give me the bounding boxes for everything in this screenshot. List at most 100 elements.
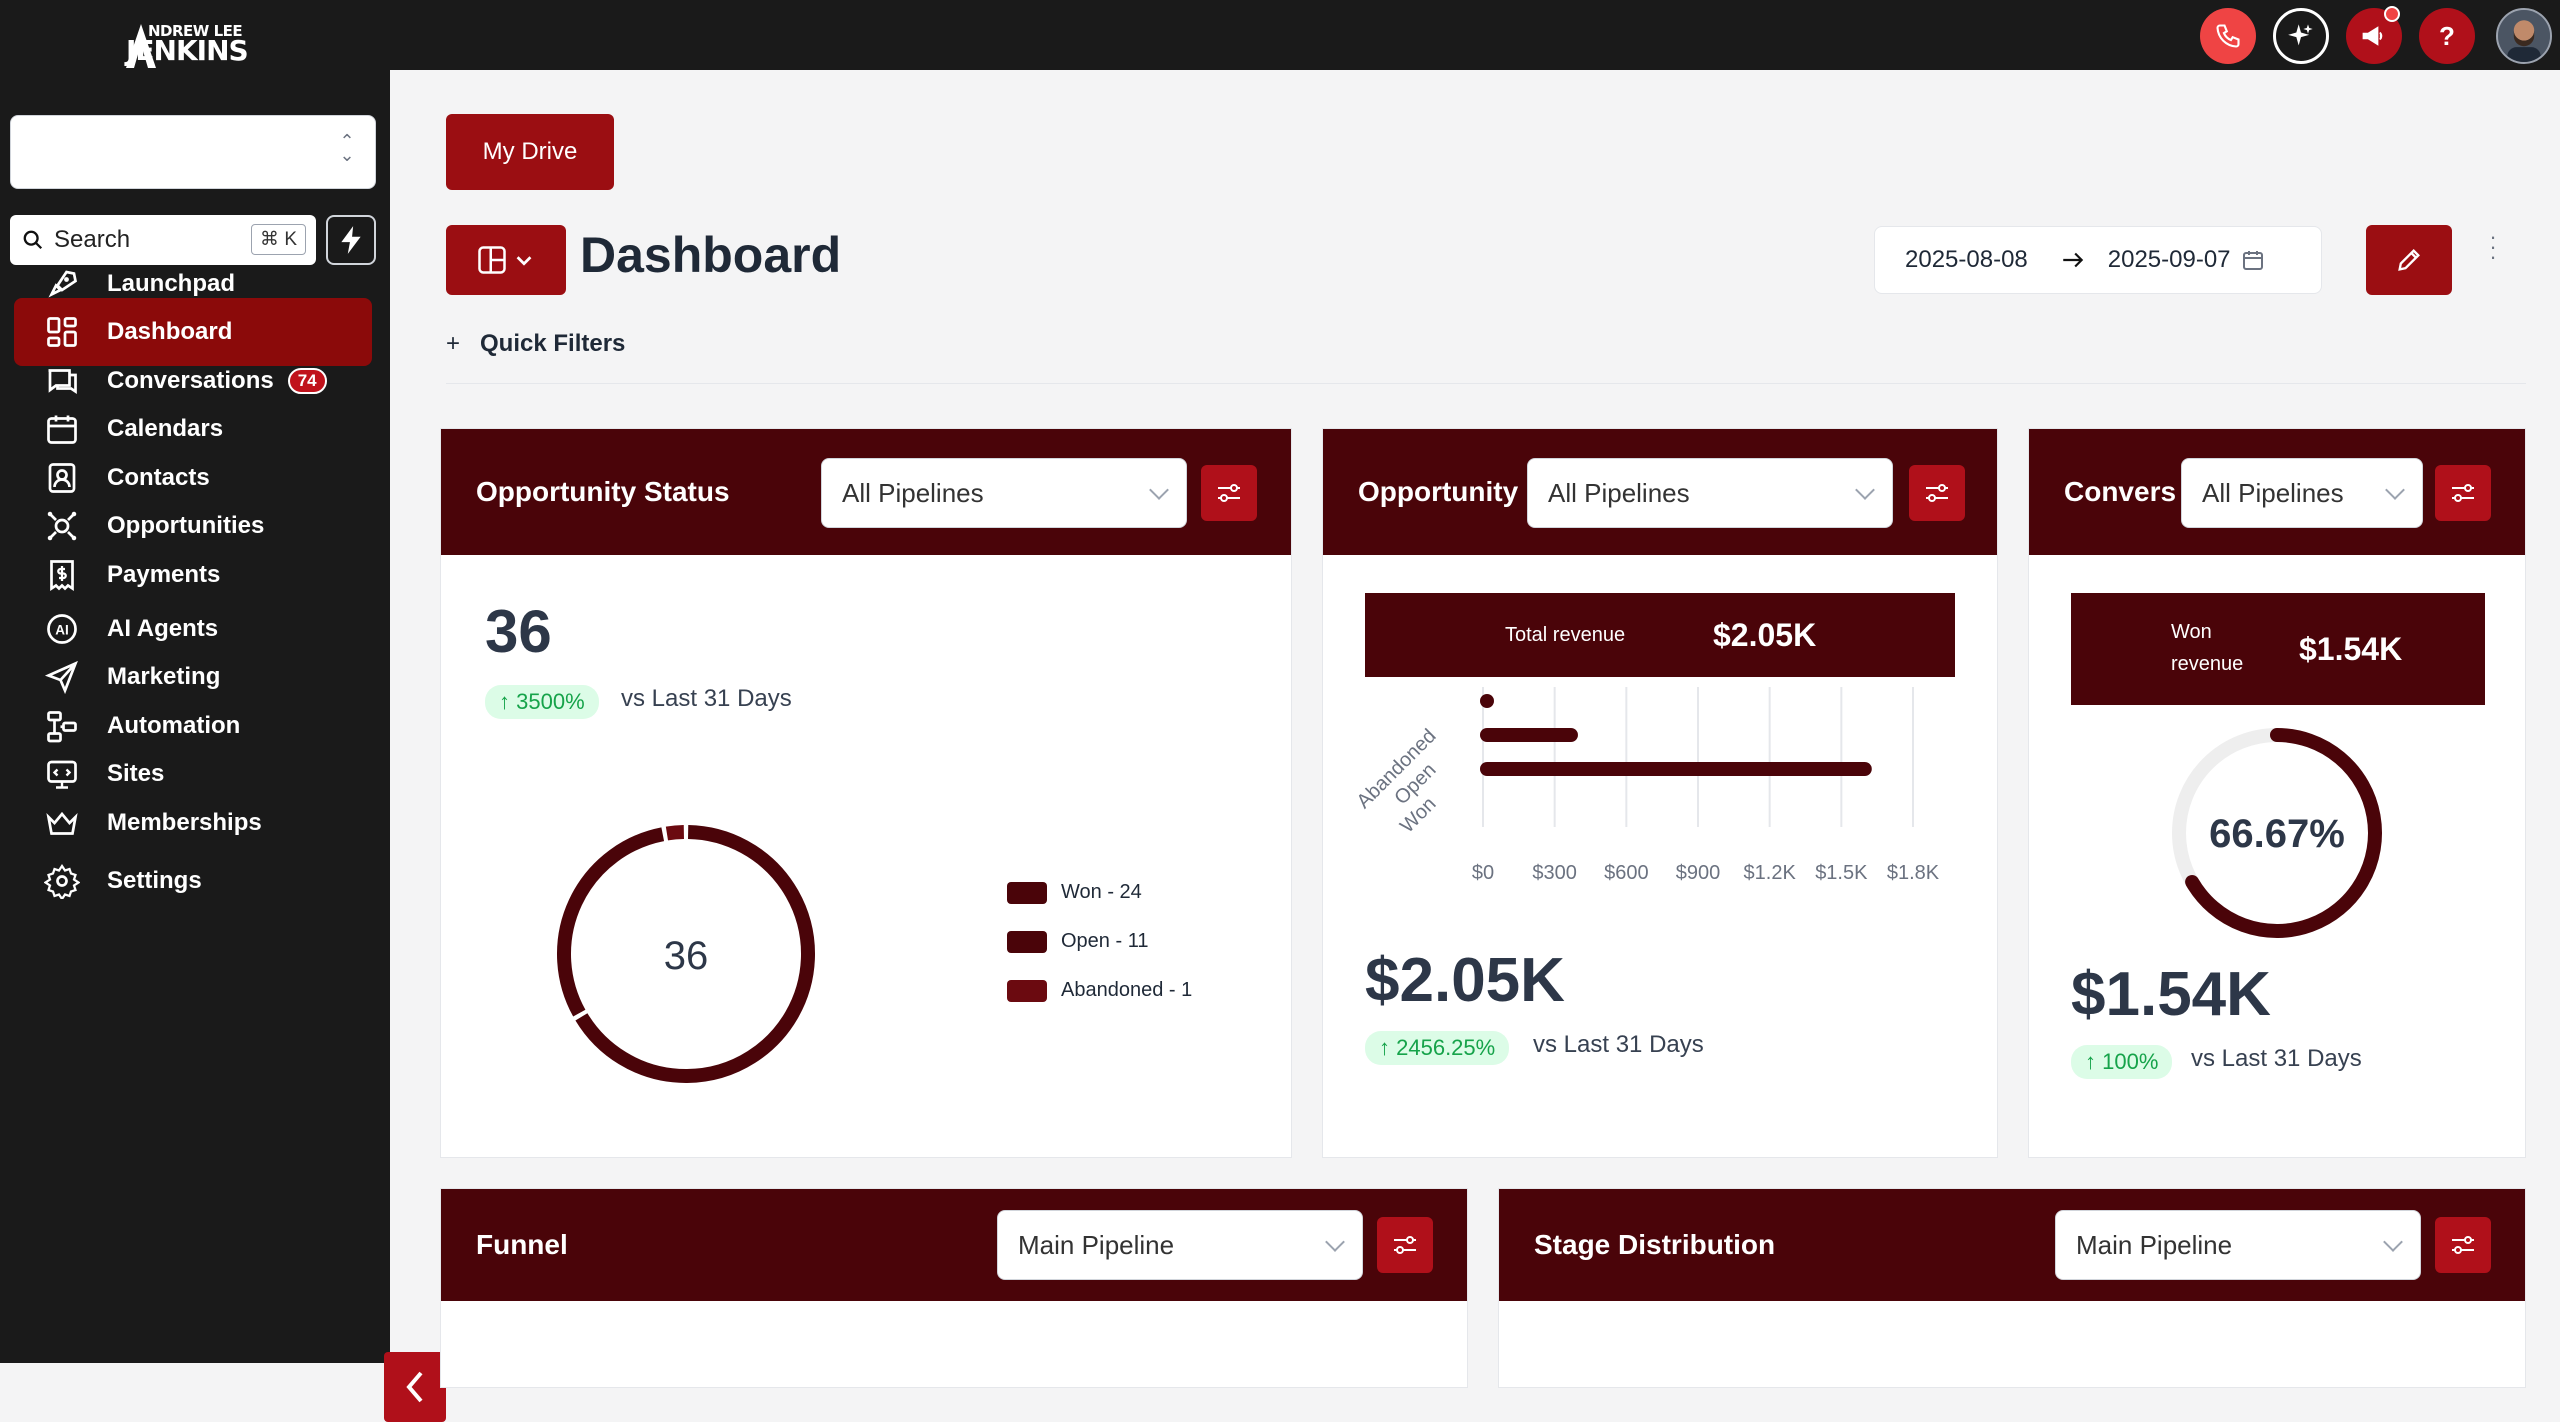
legend-swatch <box>1007 930 1047 953</box>
dashboard-icon <box>47 317 77 347</box>
edit-dashboard-button[interactable] <box>2366 225 2452 295</box>
plus-icon: + <box>446 330 461 357</box>
phone-button[interactable] <box>2200 8 2256 64</box>
layout-switcher-button[interactable] <box>446 225 566 295</box>
donut-center-value: 36 <box>664 934 709 978</box>
pipeline-select[interactable]: All Pipelines <box>821 458 1187 528</box>
sidebar-item-marketing[interactable]: Marketing <box>14 643 372 711</box>
x-tick-label: $600 <box>1604 862 1649 884</box>
gear-icon <box>44 863 80 899</box>
date-to: 2025-09-07 <box>2107 246 2231 273</box>
sidebar-item-automation[interactable]: Automation <box>14 692 372 760</box>
sidebar-item-opportunities[interactable]: Opportunities <box>14 492 372 560</box>
x-tick-label: $1.8K <box>1887 862 1940 884</box>
x-tick-label: $300 <box>1532 862 1577 884</box>
chevron-down-icon <box>1149 480 1169 500</box>
chevron-down-icon <box>2385 480 2405 500</box>
announcements-button[interactable] <box>2346 6 2402 64</box>
divider <box>446 383 2526 384</box>
card-filter-button[interactable] <box>2435 1217 2491 1273</box>
card-header: Funnel Main Pipeline <box>441 1189 1467 1301</box>
card-title: Stage Distribution <box>1534 1229 1776 1260</box>
page-title: Dashboard <box>580 227 842 283</box>
status-donut-chart: 36 <box>557 825 815 1083</box>
legend-item-open: Open - 11 <box>1007 930 1148 953</box>
pipeline-select[interactable]: Main Pipeline <box>2055 1210 2421 1280</box>
total-value: $2.05K <box>1365 946 1565 1015</box>
my-drive-button[interactable]: My Drive <box>446 114 614 190</box>
revenue-label: Total revenue <box>1505 623 1626 646</box>
location-switcher[interactable]: ⌃ ⌄ <box>10 115 376 189</box>
card-filter-button[interactable] <box>1377 1217 1433 1273</box>
more-options-icon[interactable]: · · · <box>2489 224 2497 269</box>
sidebar-item-label: Dashboard <box>107 318 233 345</box>
help-button[interactable]: ? <box>2419 8 2475 64</box>
pipeline-select[interactable]: Main Pipeline <box>997 1210 1363 1280</box>
quick-filters-label: Quick Filters <box>480 330 626 357</box>
total-revenue-box: Total revenue $2.05K <box>1365 593 1955 677</box>
search-input[interactable]: Search ⌘ K <box>10 215 316 265</box>
date-range-picker[interactable]: 2025-08-08 2025-09-07 <box>1874 226 2322 294</box>
chevron-down-icon <box>1325 1232 1345 1252</box>
user-avatar-icon <box>2498 10 2550 62</box>
opportunity-value-card: Opportunity All Pipelines Total revenue … <box>1322 428 1998 1158</box>
pipeline-select-value: Main Pipeline <box>2076 1229 2233 1260</box>
pipeline-select[interactable]: All Pipelines <box>2181 458 2423 528</box>
sliders-icon <box>1926 484 1948 502</box>
legend-item-abandoned: Abandoned - 1 <box>1007 979 1192 1002</box>
sidebar-item-settings[interactable]: Settings <box>14 847 372 915</box>
quick-filters-button[interactable]: + Quick Filters <box>446 330 625 358</box>
pipeline-select-value: Main Pipeline <box>1018 1229 1175 1260</box>
chevron-down-icon <box>516 256 532 266</box>
avatar[interactable] <box>2496 8 2552 64</box>
sidebar-item-label: Calendars <box>107 415 224 442</box>
change-value: 2456.25% <box>1396 1035 1496 1060</box>
ai-sparkle-button[interactable] <box>2273 8 2329 64</box>
revenue-label-line1: Won <box>2171 621 2212 643</box>
notification-dot <box>2384 6 2400 22</box>
sparkle-icon <box>2288 24 2313 46</box>
my-drive-label: My Drive <box>482 138 578 165</box>
x-tick-label: $1.2K <box>1744 862 1797 884</box>
legend-swatch <box>1007 881 1047 904</box>
sidebar: ⌃ ⌄ Search ⌘ K Launchpad Dashboard Conversa… <box>0 70 446 1422</box>
search-icon <box>23 230 43 250</box>
sliders-icon <box>1394 1236 1416 1254</box>
brand-logo[interactable]: NDREW LEE JENKINS <box>126 22 249 68</box>
sidebar-item-memberships[interactable]: Memberships <box>14 789 372 857</box>
card-title: Convers <box>2064 476 2177 507</box>
sidebar-item-dashboard[interactable]: Dashboard <box>14 298 372 366</box>
sidebar-item-payments[interactable]: Payments <box>14 541 372 609</box>
pipeline-select[interactable]: All Pipelines <box>1527 458 1893 528</box>
logo-a-icon <box>126 24 156 68</box>
arrow-right-icon <box>2063 252 2083 268</box>
card-title: Funnel <box>476 1229 568 1260</box>
pipeline-select-value: All Pipelines <box>1548 477 1690 508</box>
opportunity-status-card: Opportunity Status All Pipelines 36 ↑ 35… <box>440 428 1292 1158</box>
card-header: Opportunity All Pipelines <box>1323 429 1997 555</box>
sidebar-item-ai-agents[interactable]: AI AI Agents <box>14 595 372 663</box>
conversion-gauge-chart: 66.67% <box>2172 728 2382 938</box>
contacts-icon <box>48 463 76 493</box>
card-title: Opportunity Status <box>476 476 730 507</box>
target-icon <box>47 511 77 541</box>
quick-actions-button[interactable] <box>326 215 376 265</box>
sidebar-item-conversations[interactable]: Conversations 74 <box>14 347 372 415</box>
chevron-left-icon <box>406 1371 423 1403</box>
card-filter-button[interactable] <box>1201 465 1257 521</box>
sidebar-item-contacts[interactable]: Contacts <box>14 444 372 512</box>
sidebar-item-launchpad[interactable]: Launchpad <box>14 250 372 318</box>
sidebar-item-calendars[interactable]: Calendars <box>14 395 372 463</box>
sidebar-item-label: Contacts <box>107 464 210 491</box>
sidebar-item-label: AI Agents <box>107 615 219 642</box>
card-filter-button[interactable] <box>1909 465 1965 521</box>
payments-icon <box>50 560 74 592</box>
sites-icon <box>47 760 77 789</box>
search-label: Search <box>54 226 131 253</box>
chevron-down-icon <box>2383 1232 2403 1252</box>
top-bar: NDREW LEE JENKINS ? <box>0 0 2560 70</box>
sidebar-item-sites[interactable]: Sites <box>14 740 372 808</box>
card-filter-button[interactable] <box>2435 465 2491 521</box>
change-value: 3500% <box>516 689 585 714</box>
revenue-label-line2: revenue <box>2171 653 2244 675</box>
